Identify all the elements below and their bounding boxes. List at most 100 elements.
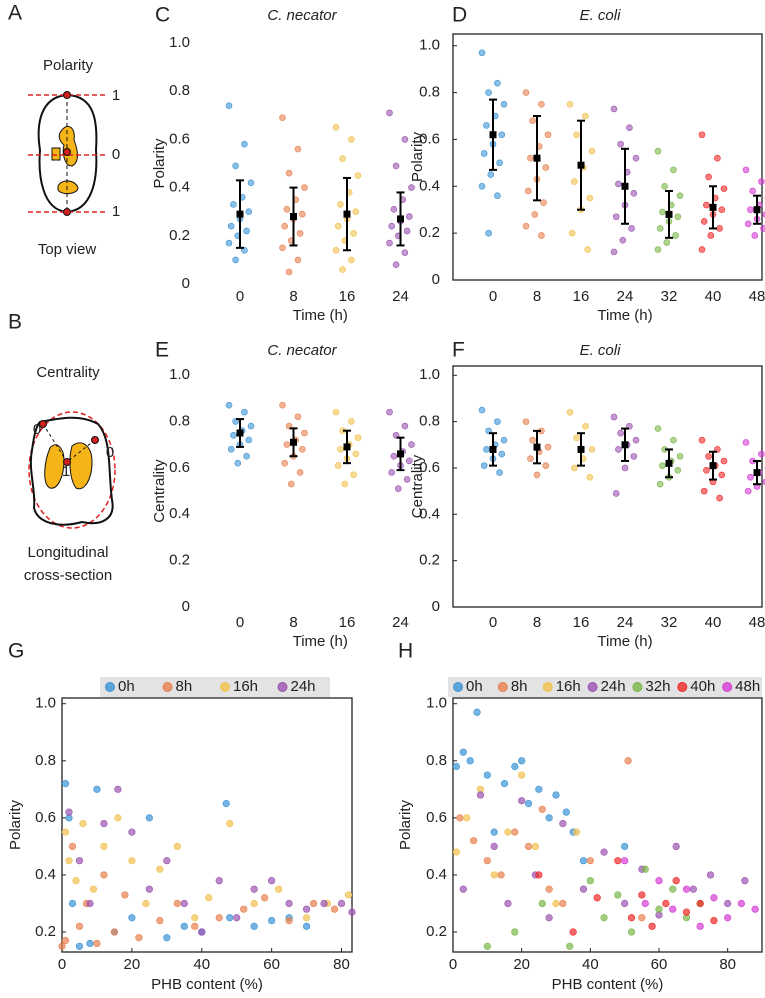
legend-box [100, 677, 330, 697]
x-tick-label: 40 [193, 956, 210, 973]
data-point [674, 466, 682, 474]
data-point [348, 418, 355, 425]
data-point [302, 914, 311, 922]
data-point [696, 899, 704, 908]
data-point [676, 453, 684, 460]
data-point [552, 791, 560, 799]
data-point [582, 112, 589, 120]
data-point [232, 256, 239, 264]
data-point [714, 154, 721, 162]
cell-outline [29, 416, 114, 526]
data-point [233, 914, 241, 922]
data-point [135, 934, 143, 942]
data-point [173, 899, 181, 908]
x-tick-label: 48 [749, 288, 765, 305]
data-point [232, 162, 239, 170]
data-point [654, 425, 662, 432]
y-tick-label: 0.6 [169, 459, 190, 476]
data-point [191, 922, 199, 930]
data-point [110, 928, 119, 936]
data-point [388, 222, 396, 230]
data-point [61, 780, 70, 788]
data-point [348, 908, 356, 916]
x-tick-label: 16 [573, 614, 590, 631]
diagram-label: 0 [106, 444, 114, 461]
data-point [630, 190, 638, 197]
data-point [478, 406, 486, 414]
data-point [718, 206, 726, 214]
data-point [586, 194, 594, 202]
data-point [234, 459, 242, 467]
data-point [572, 828, 581, 836]
x-tick-label: 20 [513, 956, 530, 973]
x-tick-label: 0 [236, 288, 244, 305]
data-point [226, 819, 234, 828]
data-point [621, 464, 629, 472]
x-tick-label: 8 [533, 614, 541, 631]
data-point [298, 445, 306, 453]
data-point [527, 455, 534, 462]
data-point [68, 842, 77, 851]
data-point [173, 842, 181, 851]
data-point [552, 899, 560, 908]
data-point [250, 885, 258, 893]
data-point [334, 222, 342, 230]
data-point [61, 828, 70, 836]
data-point [296, 230, 304, 237]
data-point [191, 914, 199, 922]
data-point [522, 222, 530, 230]
data-point [283, 205, 291, 213]
data-point [716, 494, 723, 502]
y-tick-label: 0.2 [35, 923, 56, 940]
data-point [405, 213, 413, 220]
data-point [205, 894, 213, 902]
data-point [285, 268, 293, 276]
data-point [494, 79, 501, 87]
data-point [535, 871, 543, 879]
legend-marker [453, 682, 463, 692]
data-point [350, 471, 357, 479]
data-point [227, 222, 235, 230]
data-point [500, 436, 508, 444]
y-tick-label: 0.8 [419, 413, 440, 430]
data-point [518, 757, 526, 765]
x-tick-label: 0 [58, 956, 66, 973]
data-point [527, 154, 534, 162]
data-point [163, 857, 171, 865]
data-point [58, 942, 66, 950]
data-point [615, 446, 622, 453]
legend-label: 0h [466, 678, 483, 695]
mean-marker [709, 203, 717, 211]
chart-title: E. coli [580, 342, 622, 359]
y-tick-label: 0.4 [169, 505, 190, 522]
diagram-label: 0 [33, 421, 41, 438]
data-point [75, 922, 84, 930]
data-point [716, 225, 723, 232]
data-point [490, 842, 498, 851]
legend-marker [220, 682, 230, 692]
data-point [490, 828, 498, 836]
data-point [65, 808, 73, 816]
data-point [496, 469, 503, 476]
mean-marker [290, 438, 297, 446]
data-point [225, 102, 233, 109]
y-axis-label: Polarity [409, 131, 426, 182]
data-point [243, 452, 250, 460]
data-point [700, 487, 708, 495]
legend-label: 8h [176, 678, 193, 695]
data-point [403, 476, 411, 483]
data-point [538, 232, 545, 239]
x-tick-label: 8 [533, 288, 541, 305]
data-point [542, 164, 550, 171]
data-point [487, 171, 495, 178]
data-point [478, 182, 486, 190]
legend-marker [587, 682, 598, 692]
y-tick-label: 1.0 [169, 366, 190, 383]
legend-label: 24h [291, 678, 316, 695]
data-point [500, 780, 509, 788]
data-point [401, 136, 409, 143]
data-point [301, 184, 308, 191]
x-tick-label: 40 [582, 956, 599, 973]
data-point [531, 842, 540, 851]
